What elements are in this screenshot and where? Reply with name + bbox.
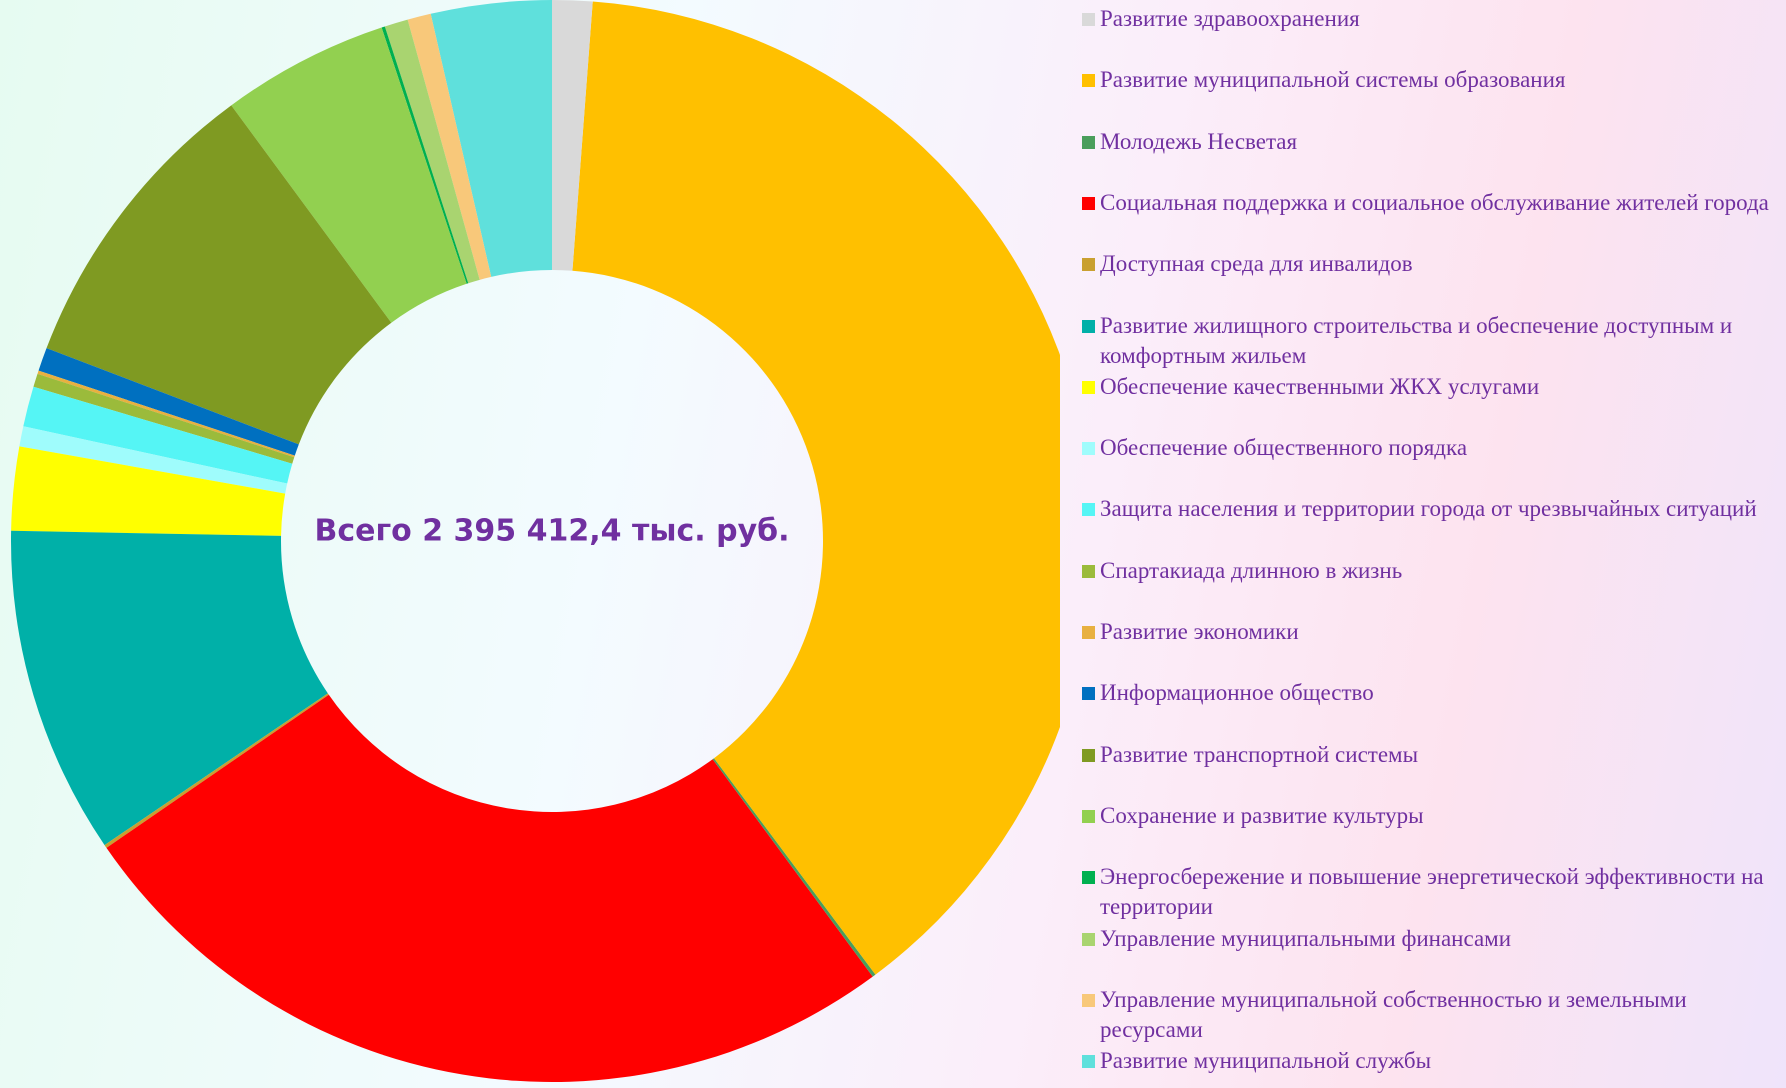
legend-swatch — [1082, 932, 1095, 946]
legend-item: Доступная среда для инвалидов — [1080, 249, 1780, 279]
legend-label: Развитие жилищного строительства и обесп… — [1100, 312, 1733, 368]
chart: Всего 2 395 412,4 тыс. руб. — [10, 0, 1060, 1082]
legend-swatch — [1082, 993, 1095, 1007]
legend-label: Молодежь Несветая — [1100, 128, 1298, 154]
donut-slice — [552, 0, 593, 271]
legend-swatch — [1082, 13, 1095, 26]
legend-item: Развитие экономики — [1080, 617, 1780, 647]
donut-slice — [384, 19, 480, 284]
legend-label: Обеспечение качественными ЖКХ услугами — [1100, 373, 1540, 399]
donut-slice — [381, 26, 469, 284]
legend-label: Развитие муниципальной службы — [1100, 1048, 1432, 1074]
legend-swatch — [1082, 626, 1095, 639]
donut-slice — [37, 370, 295, 458]
legend-label: Развитие транспортной системы — [1100, 741, 1419, 767]
legend-label: Социальная поддержка и социальное обслуж… — [1100, 189, 1769, 215]
donut-slice — [407, 13, 492, 280]
legend-label: Управление муниципальной собственностью … — [1100, 986, 1687, 1042]
donut-slice — [38, 348, 299, 456]
legend-swatch — [1082, 319, 1095, 333]
legend-item: Сохранение и развитие культуры — [1080, 801, 1780, 831]
donut-slice — [33, 373, 295, 464]
donut-slice — [572, 1, 1060, 975]
legend-item: Развитие транспортной системы — [1080, 740, 1780, 770]
legend-label: Спартакиада длинною в жизнь — [1100, 557, 1403, 583]
legend-item: Спартакиада длинною в жизнь — [1080, 556, 1780, 586]
legend-swatch — [1082, 809, 1095, 823]
legend-label: Доступная среда для инвалидов — [1100, 251, 1413, 277]
donut-slice — [231, 27, 467, 323]
legend-label: Развитие здравоохранения — [1100, 6, 1360, 31]
legend-label: Развитие экономики — [1100, 619, 1299, 644]
legend-swatch — [1082, 74, 1095, 88]
legend-swatch — [1082, 135, 1095, 149]
legend-swatch — [1082, 1055, 1095, 1069]
legend-swatch — [1082, 748, 1095, 762]
donut-slice — [10, 530, 328, 846]
legend-item: Развитие здравоохранения — [1080, 4, 1780, 34]
donut-slice — [19, 426, 288, 494]
legend-swatch — [1082, 380, 1095, 394]
legend-label: Управление муниципальными финансами — [1100, 925, 1512, 951]
legend-label: Защита населения и территории города от … — [1100, 496, 1757, 522]
legend-item: Развитие жилищного строительства и обесп… — [1080, 311, 1780, 371]
legend-item: Социальная поддержка и социальное обслуж… — [1080, 188, 1780, 218]
legend-item: Развитие муниципальной системы образован… — [1080, 65, 1780, 95]
donut-slice — [104, 693, 329, 848]
legend-item: Молодежь Несветая — [1080, 127, 1780, 157]
legend-swatch — [1082, 196, 1095, 210]
legend-label: Энергосбережение и повышение энергетичес… — [1100, 864, 1764, 920]
donut-slice — [430, 0, 552, 277]
legend-label: Сохранение и развитие культуры — [1100, 802, 1424, 828]
legend-item: Управление муниципальными финансами — [1080, 924, 1780, 954]
legend-item: Обеспечение общественного порядка — [1080, 433, 1780, 463]
legend-item: Обеспечение качественными ЖКХ услугами — [1080, 372, 1780, 402]
donut-slice — [712, 758, 876, 977]
legend-item: Управление муниципальной собственностью … — [1080, 985, 1780, 1045]
legend-item: Развитие муниципальной службы — [1080, 1046, 1780, 1076]
legend-swatch — [1082, 503, 1095, 517]
legend-swatch — [1082, 871, 1095, 885]
donut-slice — [23, 386, 293, 484]
legend-label: Обеспечение общественного порядка — [1100, 435, 1468, 461]
legend-item: Защита населения и территории города от … — [1080, 494, 1780, 524]
donut-slice — [11, 446, 286, 536]
donut-slice — [106, 694, 873, 1082]
legend-item: Информационное общество — [1080, 678, 1780, 708]
donut-slice — [46, 105, 392, 445]
legend-item: Энергосбережение и повышение энергетичес… — [1080, 862, 1780, 922]
legend-swatch — [1082, 687, 1095, 701]
legend-swatch — [1082, 564, 1095, 578]
legend-swatch — [1082, 258, 1095, 272]
legend-label: Развитие муниципальной системы образован… — [1100, 67, 1566, 93]
legend-label: Информационное общество — [1100, 680, 1374, 706]
center-label: Всего 2 395 412,4 тыс. руб. — [315, 514, 790, 549]
legend-swatch — [1082, 442, 1095, 456]
